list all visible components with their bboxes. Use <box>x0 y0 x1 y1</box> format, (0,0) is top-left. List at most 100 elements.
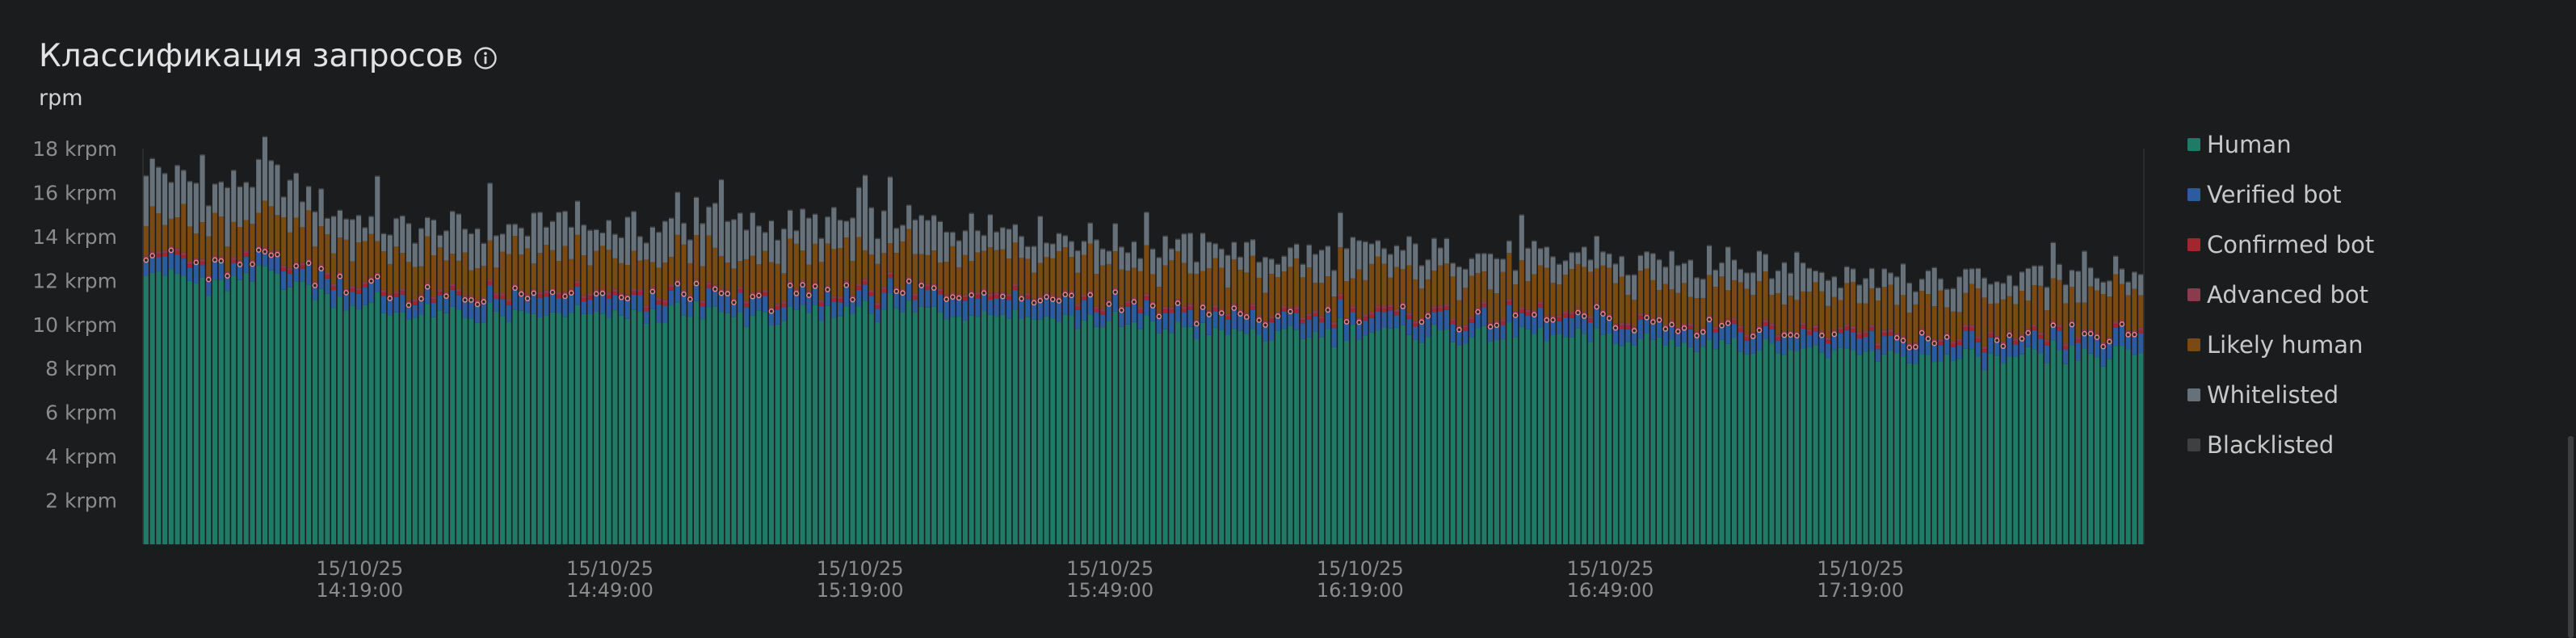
bar-segment-blacklisted <box>237 186 243 187</box>
bar-segment-advanced-bot <box>662 300 668 303</box>
bar-segment-likely-human <box>793 243 799 290</box>
bar-segment-verified-bot <box>1281 311 1287 329</box>
bar-segment-verified-bot <box>1775 340 1781 354</box>
bar-segment-likely-human <box>187 226 193 262</box>
confirmed-bot-marker <box>918 283 925 288</box>
bar-segment-blacklisted <box>1750 271 1756 274</box>
bar-segment-whitelisted <box>368 216 374 234</box>
bar-segment-whitelisted <box>300 202 305 228</box>
bar-segment-advanced-bot <box>1000 292 1006 296</box>
bar-segment-human <box>731 317 737 544</box>
bar-segment-likely-human <box>1475 273 1481 308</box>
bar-segment-likely-human <box>343 239 349 289</box>
bar-segment-human <box>380 313 387 544</box>
bar-segment-confirmed-bot <box>2038 335 2044 339</box>
x-tick-time: 14:19:00 <box>316 579 403 602</box>
bar-segment-verified-bot <box>1587 321 1594 342</box>
bar-segment-whitelisted <box>1162 236 1168 266</box>
bar-segment-verified-bot <box>1944 338 1950 355</box>
bar-segment-whitelisted <box>287 180 292 233</box>
bar-segment-verified-bot <box>1256 321 1262 335</box>
bar-segment-whitelisted <box>1319 250 1325 283</box>
bar-segment-confirmed-bot <box>200 262 205 266</box>
bar-segment-confirmed-bot <box>181 255 187 259</box>
bar-segment-verified-bot <box>2082 335 2087 349</box>
legend-item-whitelisted[interactable]: Whitelisted <box>2187 370 2374 420</box>
bar-segment-likely-human <box>306 210 312 259</box>
scrollbar-thumb[interactable] <box>2568 436 2574 638</box>
bar-segment-verified-bot <box>1731 323 1738 338</box>
bar-segment-verified-bot <box>1681 329 1687 343</box>
bar-segment-whitelisted <box>1938 279 1944 291</box>
bar-segment-human <box>387 315 393 544</box>
confirmed-bot-marker <box>368 278 374 284</box>
confirmed-bot-marker <box>712 286 718 292</box>
legend-item-likely-human[interactable]: Likely human <box>2187 320 2374 370</box>
bar-segment-verified-bot <box>406 306 412 320</box>
legend-item-verified-bot[interactable]: Verified bot <box>2187 170 2374 220</box>
legend-label: Verified bot <box>2207 181 2342 208</box>
bar-segment-confirmed-bot <box>1481 304 1487 308</box>
bar-segment-whitelisted <box>1819 272 1825 292</box>
bar-segment-whitelisted <box>1325 246 1330 277</box>
bar-segment-advanced-bot <box>1775 334 1781 338</box>
bar-segment-likely-human <box>1725 290 1731 319</box>
bar-segment-advanced-bot <box>1331 321 1337 325</box>
bar-segment-human <box>437 310 443 544</box>
bar-segment-likely-human <box>2013 304 2019 339</box>
legend-item-human[interactable]: Human <box>2187 120 2374 170</box>
confirmed-bot-marker <box>1644 314 1649 321</box>
bar-segment-advanced-bot <box>1275 312 1280 315</box>
bar-segment-confirmed-bot <box>1975 338 1981 342</box>
bar-segment-human <box>362 304 368 544</box>
bar-segment-whitelisted <box>631 212 637 251</box>
bar-segment-human <box>174 273 180 544</box>
legend-item-advanced-bot[interactable]: Advanced bot <box>2187 270 2374 320</box>
bar-segment-whitelisted <box>743 230 750 259</box>
confirmed-bot-marker <box>1662 326 1669 332</box>
bar-segment-likely-human <box>212 212 218 256</box>
bar-segment-blacklisted <box>1175 238 1181 240</box>
bar-segment-human <box>1519 326 1524 544</box>
bar-segment-likely-human <box>775 263 780 304</box>
confirmed-bot-marker <box>1256 317 1262 323</box>
bar-segment-human <box>662 322 668 544</box>
bar-segment-verified-bot <box>544 296 549 316</box>
bar-segment-advanced-bot <box>368 276 374 279</box>
bar-segment-verified-bot <box>1425 317 1431 338</box>
legend-item-confirmed-bot[interactable]: Confirmed bot <box>2187 220 2374 270</box>
bar-segment-human <box>2063 363 2069 544</box>
bar-segment-whitelisted <box>156 167 162 214</box>
bar-segment-human <box>1569 337 1574 544</box>
y-tick-label: 14 krpm <box>32 225 117 249</box>
confirmed-bot-marker <box>750 293 756 300</box>
bar-segment-verified-bot <box>256 251 262 266</box>
bar-segment-blacklisted <box>1819 271 1825 273</box>
bar-segment-confirmed-bot <box>1393 312 1400 316</box>
bar-segment-advanced-bot <box>2075 337 2081 340</box>
confirmed-bot-marker <box>268 252 274 258</box>
bar-segment-advanced-bot <box>1988 331 1994 334</box>
bar-segment-confirmed-bot <box>1081 296 1087 300</box>
bar-segment-whitelisted <box>731 220 737 269</box>
bar-segment-whitelisted <box>206 206 212 237</box>
bar-segment-blacklisted <box>574 200 581 202</box>
bar-segment-human <box>1988 353 1994 544</box>
bar-segment-whitelisted <box>500 234 506 252</box>
bar-segment-whitelisted <box>1356 241 1362 270</box>
bar-segment-advanced-bot <box>1706 315 1712 318</box>
bar-segment-confirmed-bot <box>1413 323 1418 327</box>
confirmed-bot-marker <box>318 266 324 272</box>
info-circle-icon[interactable] <box>473 46 498 70</box>
legend-item-blacklisted[interactable]: Blacklisted <box>2187 420 2374 470</box>
legend-swatch <box>2187 188 2200 201</box>
bar-segment-verified-bot <box>318 270 324 289</box>
bar-segment-likely-human <box>268 206 274 251</box>
bar-segment-advanced-bot <box>1231 304 1237 307</box>
bar-segment-likely-human <box>1863 303 1868 331</box>
bar-segment-advanced-bot <box>1225 313 1231 317</box>
bar-segment-blacklisted <box>875 237 880 240</box>
bar-segment-verified-bot <box>2038 338 2044 354</box>
bar-segment-likely-human <box>569 258 574 289</box>
bar-segment-likely-human <box>1200 271 1206 304</box>
